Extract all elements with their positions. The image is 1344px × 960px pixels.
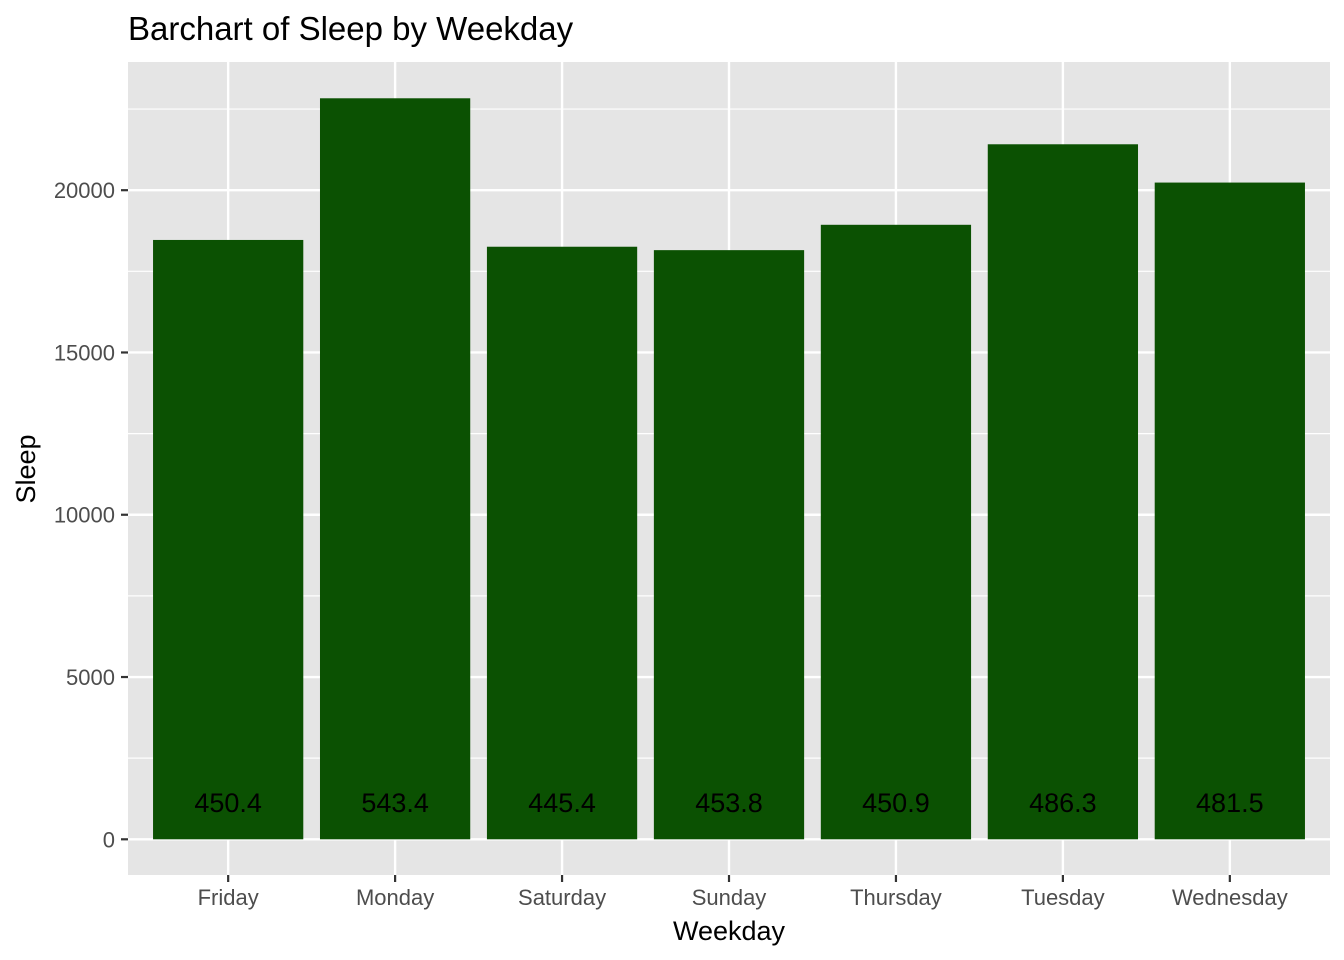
x-tick-label: Tuesday	[1021, 885, 1105, 910]
bar-thursday	[820, 224, 972, 840]
x-tick-label: Thursday	[850, 885, 942, 910]
y-axis-title: Sleep	[11, 434, 41, 503]
bar-friday	[153, 239, 304, 840]
data-label: 450.9	[862, 788, 930, 818]
x-tick-label: Sunday	[692, 885, 767, 910]
bar-tuesday	[987, 144, 1139, 840]
bar-sunday	[653, 250, 805, 840]
x-axis-title: Weekday	[673, 916, 786, 946]
x-tick-label: Wednesday	[1172, 885, 1288, 910]
chart-title: Barchart of Sleep by Weekday	[128, 10, 574, 47]
data-label: 486.3	[1029, 788, 1097, 818]
y-tick-label: 5000	[66, 665, 115, 690]
x-tick-label: Friday	[198, 885, 259, 910]
y-tick-label: 20000	[54, 178, 115, 203]
data-label: 481.5	[1196, 788, 1264, 818]
y-tick-label: 15000	[54, 340, 115, 365]
y-axis: 0 5000 10000 15000 20000	[54, 178, 128, 852]
bar-saturday	[486, 246, 638, 840]
x-axis: Friday Monday Saturday Sunday Thursday Tuesda…	[198, 875, 1288, 910]
bar-monday	[319, 98, 471, 840]
data-labels: 450.4 543.4 445.4 453.8 450.9 486.3 481.5	[194, 788, 1263, 818]
x-tick-label: Saturday	[518, 885, 606, 910]
data-label: 445.4	[528, 788, 596, 818]
bars	[153, 98, 1305, 840]
data-label: 543.4	[361, 788, 429, 818]
data-label: 450.4	[194, 788, 262, 818]
x-tick-label: Monday	[356, 885, 434, 910]
y-tick-label: 0	[103, 827, 115, 852]
bar-wednesday	[1154, 182, 1305, 840]
y-tick-label: 10000	[54, 503, 115, 528]
data-label: 453.8	[695, 788, 763, 818]
